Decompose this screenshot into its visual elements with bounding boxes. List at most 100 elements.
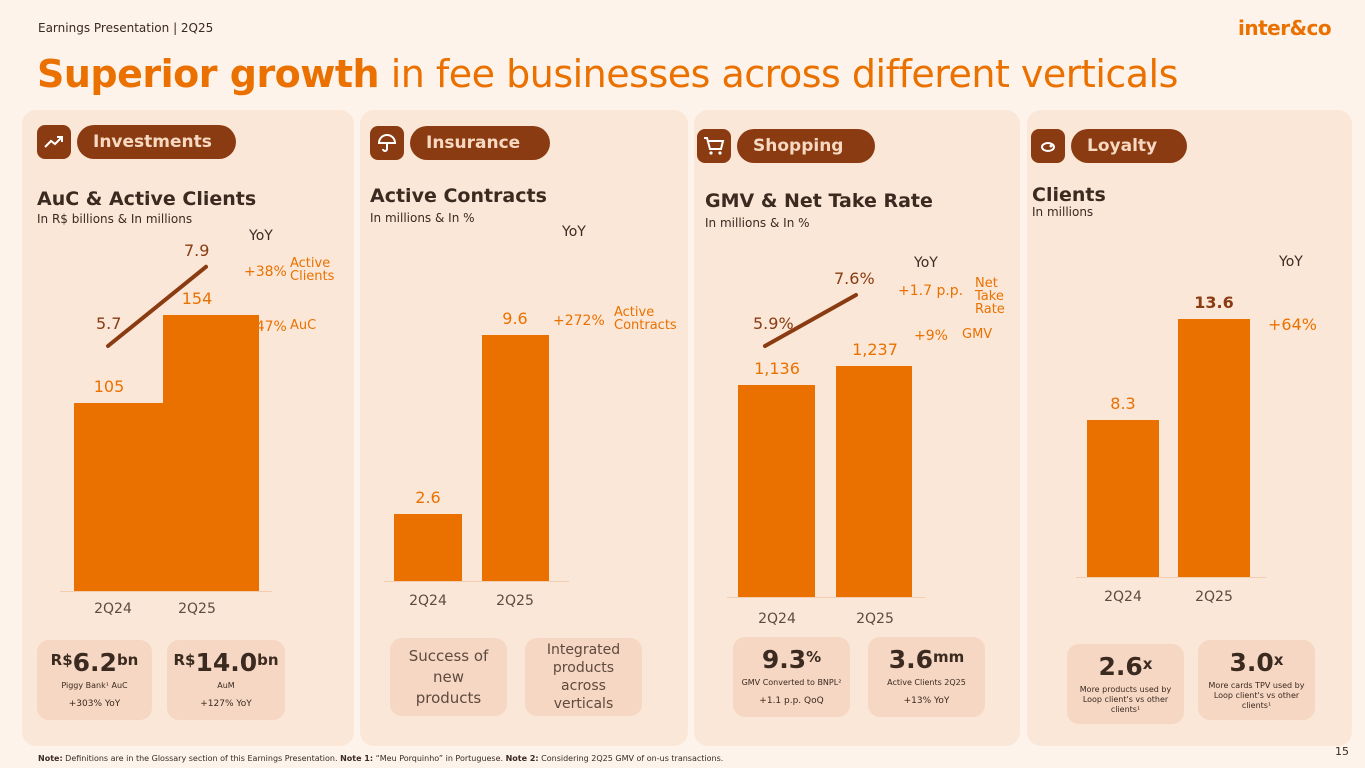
kpi-text: Integrated products across verticals	[546, 642, 621, 712]
insurance-x-label-2q25: 2Q25	[496, 593, 534, 609]
loyalty-bar-label-2q24: 8.3	[1110, 393, 1136, 413]
kpi-unit: x	[1273, 651, 1284, 669]
shopping-x-label-2q25: 2Q25	[856, 611, 894, 627]
page-title-bold: Superior growth	[37, 52, 380, 96]
shopping-kpi-bnpl: 9.3% GMV Converted to BNPL² +1.1 p.p. Qo…	[733, 637, 850, 717]
loyalty-delta-clients: +64%	[1268, 315, 1317, 334]
investments-kpi-aum: R$14.0bn AuM +127% YoY	[167, 640, 285, 720]
page-title: Superior growth in fee businesses across…	[37, 52, 1178, 96]
shopping-chart-title: GMV & Net Take Rate	[705, 190, 933, 212]
trend-up-icon	[37, 125, 71, 159]
shopping-line-label-2q24: 5.9%	[753, 314, 794, 333]
shopping-bar-label-2q24: 1,136	[754, 358, 800, 378]
note-bold: Note 2:	[505, 754, 539, 763]
kpi-value: 9.3	[761, 645, 807, 674]
kpi-change: +303% YoY	[68, 699, 121, 709]
investments-bar-label-2q25: 154	[181, 289, 213, 308]
page-number: 15	[1335, 745, 1349, 758]
insurance-kpi-integrated: Integrated products across verticals	[525, 638, 642, 716]
kpi-description: AuM	[217, 681, 235, 690]
investments-x-axis	[60, 591, 272, 592]
insurance-x-axis	[384, 581, 569, 582]
shopping-delta-gmv: +9%	[914, 328, 948, 344]
investments-yoy-label: YoY	[249, 228, 273, 244]
insurance-kpi-success: Success of new products	[390, 638, 507, 716]
page-title-rest: in fee businesses across different verti…	[379, 52, 1179, 96]
investments-delta-auc: +47%	[244, 319, 287, 335]
kpi-unit: %	[806, 648, 822, 666]
shopping-delta-take-rate: +1.7 p.p.	[898, 283, 964, 299]
kpi-unit: mm	[933, 648, 965, 666]
kpi-change: +1.1 p.p. QoQ	[759, 696, 824, 706]
kpi-description: Piggy Bank¹ AuC	[61, 681, 128, 690]
loyalty-chart-title: Clients	[1032, 184, 1106, 206]
shopping-line-label-2q25: 7.6%	[834, 269, 875, 288]
kpi-currency: R$	[173, 651, 196, 669]
loyalty-x-axis	[1076, 577, 1266, 578]
kpi-description: More products used by Loop client's vs o…	[1079, 685, 1172, 714]
kpi-currency: R$	[50, 651, 73, 669]
investments-kpi-piggy-bank: R$6.2bn Piggy Bank¹ AuC +303% YoY	[37, 640, 152, 720]
investments-line-label-2q24: 5.7	[96, 314, 122, 333]
insurance-bar-label-2q24: 2.6	[415, 488, 441, 508]
note-text: Considering 2Q25 GMV of on-us transactio…	[538, 754, 724, 763]
investments-chart-subtitle: In R$ billions & In millions	[37, 212, 193, 226]
kpi-unit: bn	[116, 651, 139, 669]
shopping-pill: Shopping	[697, 129, 876, 163]
investments-x-label-2q25: 2Q25	[178, 601, 216, 617]
investments-pill-label: Investments	[77, 125, 236, 159]
kpi-value: 2.6	[1098, 652, 1143, 681]
investments-bar-2q24	[74, 402, 171, 591]
investments-bar-label-2q24: 105	[93, 376, 125, 396]
shopping-bar-label-2q25: 1,237	[852, 340, 898, 359]
loop-icon	[1031, 129, 1065, 163]
loyalty-bar-label-2q25: 13.6	[1194, 293, 1234, 312]
investments-line-label-2q25: 7.9	[184, 240, 210, 260]
loyalty-pill: Loyalty	[1031, 129, 1188, 163]
insurance-pill: Insurance	[370, 126, 551, 160]
loyalty-pill-label: Loyalty	[1071, 129, 1188, 163]
inter-co-logo: inter&co	[1238, 16, 1332, 40]
insurance-delta-contracts: +272%	[553, 313, 605, 329]
loyalty-x-label-2q25: 2Q25	[1195, 589, 1233, 605]
kpi-description: More cards TPV used by Loop client's vs …	[1208, 681, 1305, 710]
kpi-value: 3.6	[888, 645, 934, 674]
insurance-pill-label: Insurance	[410, 126, 551, 160]
note-text: Definitions are in the Glossary section …	[62, 754, 341, 763]
loyalty-bar-2q25	[1178, 319, 1250, 577]
insurance-chart-subtitle: In millions & In %	[370, 211, 475, 225]
kpi-change: +127% YoY	[200, 699, 252, 709]
note-bold: Note 1:	[340, 754, 374, 763]
insurance-yoy-label: YoY	[562, 224, 586, 240]
investments-delta-auc-label: AuC	[290, 318, 317, 333]
shopping-x-label-2q24: 2Q24	[758, 611, 796, 627]
umbrella-icon	[370, 126, 404, 160]
loyalty-yoy-label: YoY	[1279, 254, 1303, 270]
investments-delta-clients-label: Active Clients	[290, 256, 335, 284]
kpi-description: Active Clients 2Q25	[887, 678, 966, 687]
kpi-value: 14.0	[195, 648, 258, 677]
footnote: Note: Definitions are in the Glossary se…	[38, 754, 723, 763]
insurance-delta-contracts-label: Active Contracts	[614, 305, 677, 333]
presentation-label: Earnings Presentation | 2Q25	[38, 21, 214, 35]
investments-chart-title: AuC & Active Clients	[37, 188, 257, 210]
shopping-bar-2q25	[836, 366, 912, 597]
kpi-unit: bn	[257, 651, 279, 669]
kpi-text: Success of new products	[408, 646, 489, 707]
investments-bar-2q25	[163, 315, 259, 591]
kpi-description: GMV Converted to BNPL²	[741, 678, 842, 687]
loyalty-bar-2q24	[1087, 419, 1159, 577]
insurance-bar-2q25	[482, 335, 549, 581]
insurance-bar-label-2q25: 9.6	[502, 309, 528, 328]
shopping-x-axis	[727, 597, 925, 598]
kpi-value: 6.2	[72, 648, 117, 677]
shopping-yoy-label: YoY	[914, 255, 938, 271]
loyalty-kpi-products: 2.6x More products used by Loop client's…	[1067, 644, 1184, 724]
note-text: “Meu Porquinho” in Portuguese.	[373, 754, 506, 763]
kpi-unit: x	[1142, 655, 1153, 673]
investments-pill: Investments	[37, 125, 236, 159]
loyalty-kpi-cards-tpv: 3.0x More cards TPV used by Loop client'…	[1198, 640, 1315, 720]
shopping-pill-label: Shopping	[737, 129, 876, 163]
